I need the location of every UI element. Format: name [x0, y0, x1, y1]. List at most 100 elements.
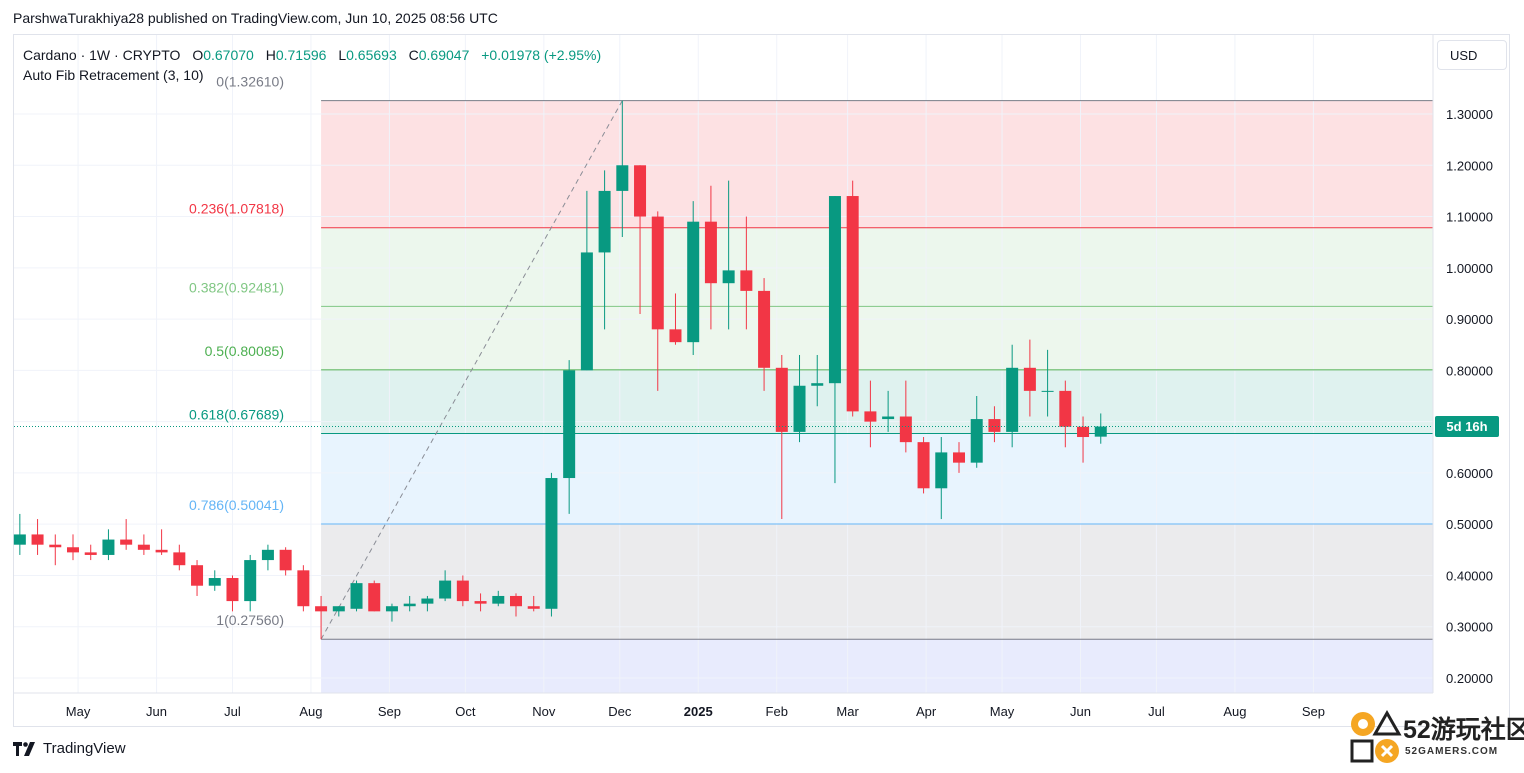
candle-body — [385, 606, 398, 612]
fib-band — [321, 369, 1434, 434]
tradingview-brand: TradingView — [43, 740, 126, 757]
fib-level-label: 0.5(0.80085) — [205, 343, 284, 359]
candle — [67, 534, 79, 561]
fib-band-extension — [321, 639, 1434, 693]
time-tick-label: 2025 — [684, 704, 713, 719]
candle-body — [988, 419, 1001, 432]
candle — [669, 293, 682, 345]
time-tick-label: Aug — [299, 704, 322, 719]
candle — [775, 354, 788, 520]
candle-body — [84, 552, 97, 555]
indicator-label[interactable]: Auto Fib Retracement (3, 10) — [23, 67, 204, 83]
candle — [988, 406, 1001, 443]
candle — [261, 544, 274, 571]
candle-body — [793, 385, 806, 432]
candle-body — [1077, 426, 1090, 438]
candle — [474, 593, 487, 612]
close-value: 0.69047 — [418, 47, 470, 63]
candle-body — [226, 578, 239, 602]
time-tick-label: Oct — [455, 704, 476, 719]
candle-body — [49, 544, 62, 548]
price-tick-label: 0.20000 — [1446, 671, 1493, 686]
candle-body — [669, 329, 682, 343]
candle — [350, 580, 363, 612]
publisher-line: ParshwaTurakhiya28 published on TradingV… — [13, 10, 498, 26]
candle — [439, 570, 452, 602]
bar-countdown: 5d 16h — [1435, 416, 1499, 437]
tradingview-logo[interactable]: TradingView — [13, 740, 126, 757]
candle — [1077, 416, 1090, 463]
candle-body — [935, 452, 948, 489]
candle-body — [864, 411, 877, 422]
candle — [970, 396, 983, 468]
candle — [385, 603, 398, 622]
fib-level-label: 0(1.32610) — [216, 74, 284, 90]
candles — [13, 100, 1107, 640]
price-tick-label: 1.10000 — [1446, 210, 1493, 225]
candle-body — [1059, 390, 1072, 427]
fib-level-label: 0.786(0.50041) — [189, 497, 284, 513]
candle — [31, 519, 44, 555]
candle — [120, 519, 133, 550]
candle-body — [651, 216, 664, 330]
candle — [846, 180, 859, 417]
candle — [935, 437, 948, 520]
candle-body — [368, 583, 381, 612]
price-tick-label: 0.30000 — [1446, 620, 1493, 635]
candle-body — [846, 196, 859, 412]
candle — [510, 593, 522, 617]
candle-body — [31, 534, 44, 545]
candle-body — [758, 290, 771, 368]
candle-body — [102, 539, 115, 555]
candle-body — [1023, 367, 1036, 391]
price-tick-label: 0.50000 — [1446, 517, 1493, 532]
time-tick-label: Jul — [224, 704, 241, 719]
candle — [563, 360, 576, 514]
candle-body — [687, 221, 700, 343]
price-tick-label: 1.30000 — [1446, 107, 1493, 122]
fib-band — [321, 306, 1434, 370]
candle — [244, 554, 257, 612]
candle — [368, 580, 381, 612]
price-tick-label: 0.60000 — [1446, 466, 1493, 481]
time-tick-label: Jun — [146, 704, 167, 719]
fib-level-label: 0.236(1.07818) — [189, 201, 284, 217]
site-watermark: 52游玩社区 52GAMERS.COM — [1347, 708, 1524, 768]
candle — [687, 201, 700, 355]
candle-body — [155, 549, 168, 553]
candle-body — [1094, 426, 1107, 437]
candle — [580, 190, 593, 371]
candle — [811, 354, 824, 407]
fib-level-label: 0.382(0.92481) — [189, 279, 284, 295]
price-tick-label: 0.80000 — [1446, 363, 1493, 378]
watermark-logo-icon — [1350, 709, 1402, 763]
candle — [634, 165, 647, 314]
candle-body — [545, 478, 558, 609]
candle-body — [279, 549, 292, 571]
candle — [13, 513, 26, 555]
candle — [917, 437, 930, 494]
candle-body — [740, 270, 753, 291]
open-value: 0.67070 — [203, 47, 254, 63]
fib-level-label: 1(0.27560) — [216, 612, 284, 628]
candle-body — [332, 606, 345, 612]
candle — [226, 575, 239, 612]
fib-band — [321, 227, 1434, 307]
symbol-label[interactable]: Cardano · 1W · CRYPTO — [23, 47, 181, 63]
time-tick-label: Nov — [532, 704, 556, 719]
candle-body — [510, 595, 522, 607]
candle-body — [350, 583, 363, 609]
price-tick-label: 1.00000 — [1446, 261, 1493, 276]
candle — [527, 595, 540, 612]
fib-band — [321, 433, 1434, 524]
fib-level-label: 0.618(0.67689) — [189, 406, 284, 422]
candle — [297, 565, 310, 612]
candle — [315, 595, 328, 640]
currency-button[interactable]: USD — [1437, 40, 1507, 70]
fib-trend-line — [320, 100, 623, 640]
grid-lines — [14, 35, 1433, 693]
candle — [155, 529, 168, 555]
candle — [84, 544, 97, 561]
candle — [1094, 413, 1107, 444]
